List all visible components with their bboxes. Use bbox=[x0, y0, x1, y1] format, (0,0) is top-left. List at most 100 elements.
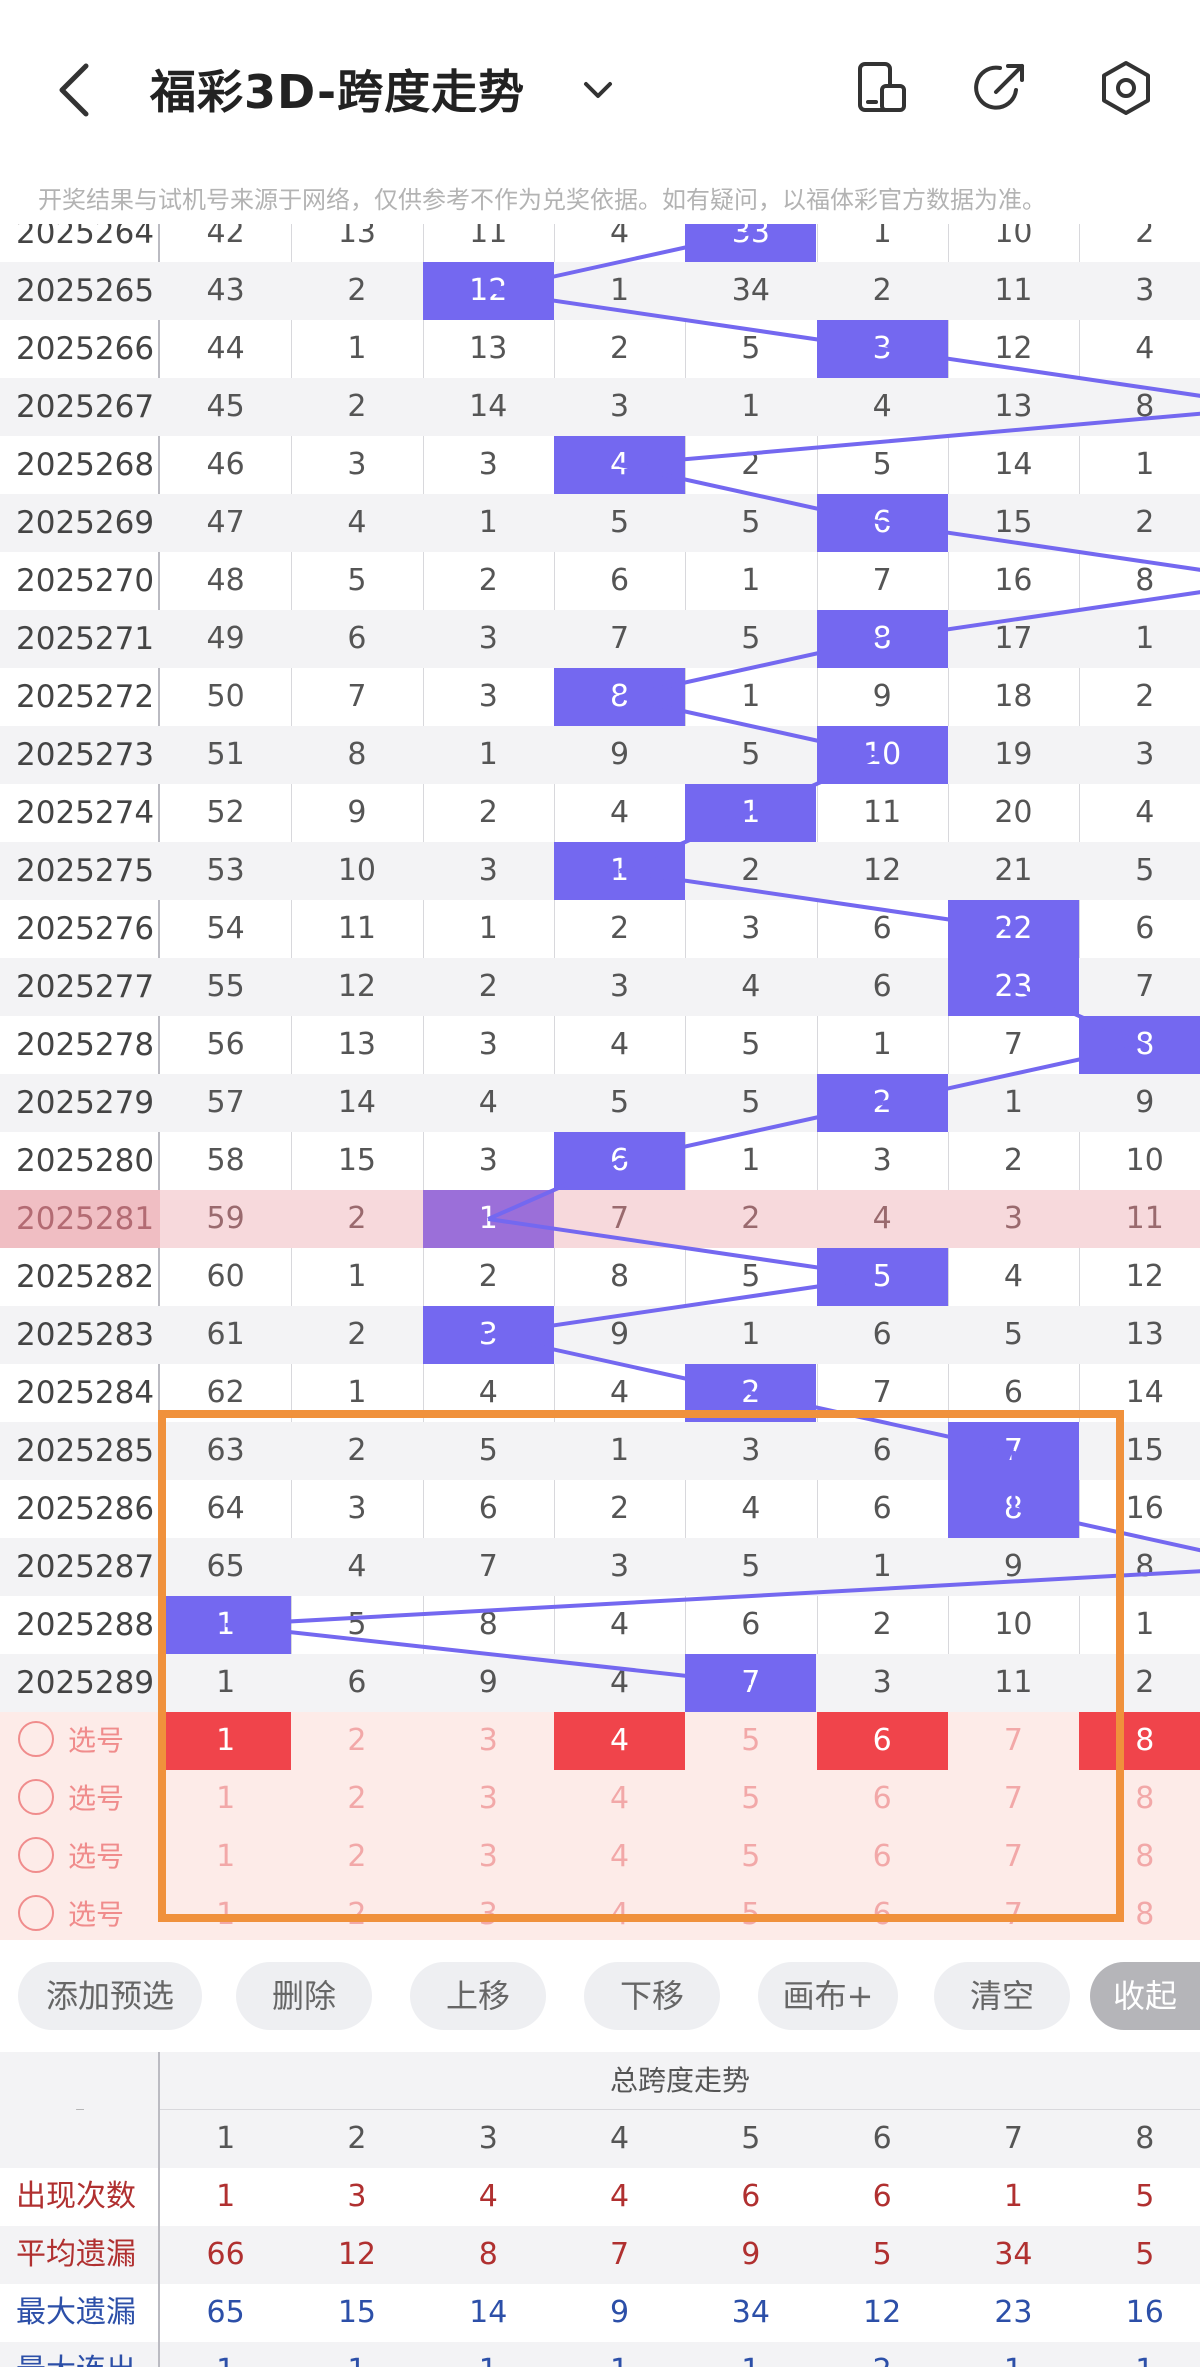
pick-cell[interactable]: 1 bbox=[216, 1781, 236, 1816]
pick-cell[interactable]: 1 bbox=[216, 1897, 236, 1932]
trend-cell: 5 bbox=[741, 621, 761, 656]
trend-cell: 4 bbox=[741, 969, 761, 1004]
pick-cell[interactable]: 4 bbox=[609, 1897, 630, 1932]
pick-cell[interactable]: 8 bbox=[1079, 1712, 1200, 1770]
pick-cell[interactable]: 2 bbox=[347, 1723, 367, 1758]
add-preselect-button[interactable]: 添加预选 bbox=[18, 1962, 202, 2030]
radio-circle-icon[interactable] bbox=[18, 1721, 54, 1757]
canvas-button[interactable]: 画布+ bbox=[758, 1962, 898, 2030]
trend-cell: 18 bbox=[994, 679, 1033, 714]
pick-row-label[interactable]: 选号 bbox=[18, 1886, 124, 1940]
stats-value: 1 bbox=[948, 2342, 1079, 2367]
trend-cell: 4 bbox=[1135, 795, 1155, 830]
trend-cell: 2 bbox=[609, 331, 630, 366]
trend-cell: 52 bbox=[206, 795, 245, 830]
move-down-button[interactable]: 下移 bbox=[584, 1962, 720, 2030]
share-icon[interactable] bbox=[972, 58, 1032, 118]
pick-row-label[interactable]: 选号 bbox=[18, 1770, 124, 1828]
pick-cell[interactable]: 7 bbox=[1003, 1839, 1023, 1874]
pick-cell[interactable]: 5 bbox=[741, 1723, 761, 1758]
pick-cell[interactable]: 2 bbox=[347, 1897, 367, 1932]
stats-value: 65 bbox=[206, 2295, 245, 2330]
pick-cell[interactable]: 6 bbox=[872, 1897, 892, 1932]
clear-button[interactable]: 清空 bbox=[934, 1962, 1070, 2030]
trend-cell: 5 bbox=[872, 447, 892, 482]
pick-cell[interactable]: 8 bbox=[1135, 1839, 1155, 1874]
pick-cell[interactable]: 8 bbox=[1135, 1781, 1155, 1816]
radio-circle-icon[interactable] bbox=[18, 1837, 54, 1873]
radio-circle-icon[interactable] bbox=[18, 1779, 54, 1815]
trend-cell: 1 bbox=[1135, 621, 1155, 656]
trend-cell: 12 bbox=[337, 969, 377, 1004]
pick-cell[interactable]: 2 bbox=[347, 1839, 367, 1874]
stats-value: 6 bbox=[741, 2179, 761, 2214]
table-row: 2025278 56 13 3 4 5 1 7 8 bbox=[0, 1016, 1200, 1074]
trend-cell: 5 bbox=[741, 1259, 761, 1294]
trend-cell: 4 bbox=[609, 1665, 630, 1700]
device-icon[interactable] bbox=[852, 58, 912, 118]
table-row: 2025275 53 10 3 1 2 12 21 5 bbox=[0, 842, 1200, 900]
trend-cell: 2 bbox=[1135, 505, 1155, 540]
table-row: 2025271 49 6 3 7 5 8 17 1 bbox=[0, 610, 1200, 668]
pick-cell[interactable]: 4 bbox=[553, 1712, 686, 1770]
trend-cell: 11 bbox=[863, 795, 902, 830]
table-row: 2025264 42 13 11 4 33 1 10 2 bbox=[0, 224, 1200, 262]
trend-cell: 20 bbox=[994, 795, 1033, 830]
trend-cell: 12 bbox=[863, 853, 902, 888]
trend-cell: 3 bbox=[478, 1027, 498, 1062]
trend-cell: 3 bbox=[347, 447, 367, 482]
pick-cell[interactable]: 5 bbox=[741, 1897, 761, 1932]
pick-row: 选号 1 2 3 4 5 6 7 8 bbox=[0, 1828, 1200, 1886]
trend-cell: 60 bbox=[206, 1259, 245, 1294]
pick-cell[interactable]: 6 bbox=[816, 1712, 948, 1770]
pick-cell[interactable]: 1 bbox=[160, 1712, 292, 1770]
pick-cell[interactable]: 3 bbox=[478, 1897, 498, 1932]
pick-cell[interactable]: 1 bbox=[216, 1839, 236, 1874]
trend-cell: 5 bbox=[609, 1085, 630, 1120]
pick-cell[interactable]: 8 bbox=[1135, 1897, 1155, 1932]
trend-cell: 50 bbox=[206, 679, 245, 714]
pick-row-label[interactable]: 选号 bbox=[18, 1712, 124, 1770]
pick-cell[interactable]: 6 bbox=[872, 1839, 892, 1874]
collapse-button[interactable]: 收起 bbox=[1090, 1962, 1200, 2030]
pick-cell[interactable]: 3 bbox=[478, 1723, 498, 1758]
radio-circle-icon[interactable] bbox=[18, 1895, 54, 1931]
pick-cell[interactable]: 4 bbox=[609, 1781, 630, 1816]
table-row: 2025280 58 15 3 6 1 3 2 10 bbox=[0, 1132, 1200, 1190]
pick-cell[interactable]: 7 bbox=[1003, 1781, 1023, 1816]
pick-cell[interactable]: 6 bbox=[872, 1781, 892, 1816]
trend-cell: 65 bbox=[206, 1549, 245, 1584]
pick-row-label[interactable]: 选号 bbox=[18, 1828, 124, 1886]
issue-number: 2025277 bbox=[16, 969, 155, 1005]
pick-cell[interactable]: 7 bbox=[1003, 1723, 1023, 1758]
issue-number: 2025275 bbox=[16, 853, 155, 889]
pick-cell[interactable]: 7 bbox=[1003, 1897, 1023, 1932]
table-row: 2025274 52 9 2 4 1 11 20 4 bbox=[0, 784, 1200, 842]
trend-cell: 1 bbox=[872, 1027, 892, 1062]
settings-icon[interactable] bbox=[1096, 58, 1156, 118]
pick-cell[interactable]: 5 bbox=[741, 1781, 761, 1816]
stats-value: 6 bbox=[872, 2179, 892, 2214]
trend-cell: 3 bbox=[478, 853, 498, 888]
pick-cell[interactable]: 3 bbox=[478, 1839, 498, 1874]
issue-number: 2025289 bbox=[16, 1665, 155, 1701]
trend-cell: 19 bbox=[994, 737, 1033, 772]
chevron-down-icon[interactable] bbox=[578, 70, 618, 110]
trend-cell: 10 bbox=[994, 1607, 1033, 1642]
page-title[interactable]: 福彩3D-跨度走势 bbox=[150, 65, 526, 119]
trend-cell: 3 bbox=[1135, 737, 1155, 772]
pick-cell[interactable]: 4 bbox=[609, 1839, 630, 1874]
trend-cell: 43 bbox=[206, 273, 245, 308]
back-arrow-icon[interactable] bbox=[50, 60, 100, 120]
pick-cell[interactable]: 3 bbox=[478, 1781, 498, 1816]
trend-cell: 14 bbox=[1125, 1375, 1164, 1410]
trend-cell: 2 bbox=[741, 1201, 761, 1236]
move-up-button[interactable]: 上移 bbox=[410, 1962, 546, 2030]
trend-cell: 1 bbox=[1135, 1607, 1155, 1642]
pick-cell[interactable]: 2 bbox=[347, 1781, 367, 1816]
pick-cell[interactable]: 5 bbox=[741, 1839, 761, 1874]
stats-value: 15 bbox=[337, 2295, 377, 2330]
table-row: 2025287 65 4 7 3 5 1 9 8 bbox=[0, 1538, 1200, 1596]
delete-button[interactable]: 删除 bbox=[236, 1962, 372, 2030]
trend-cell: 1 bbox=[478, 737, 498, 772]
